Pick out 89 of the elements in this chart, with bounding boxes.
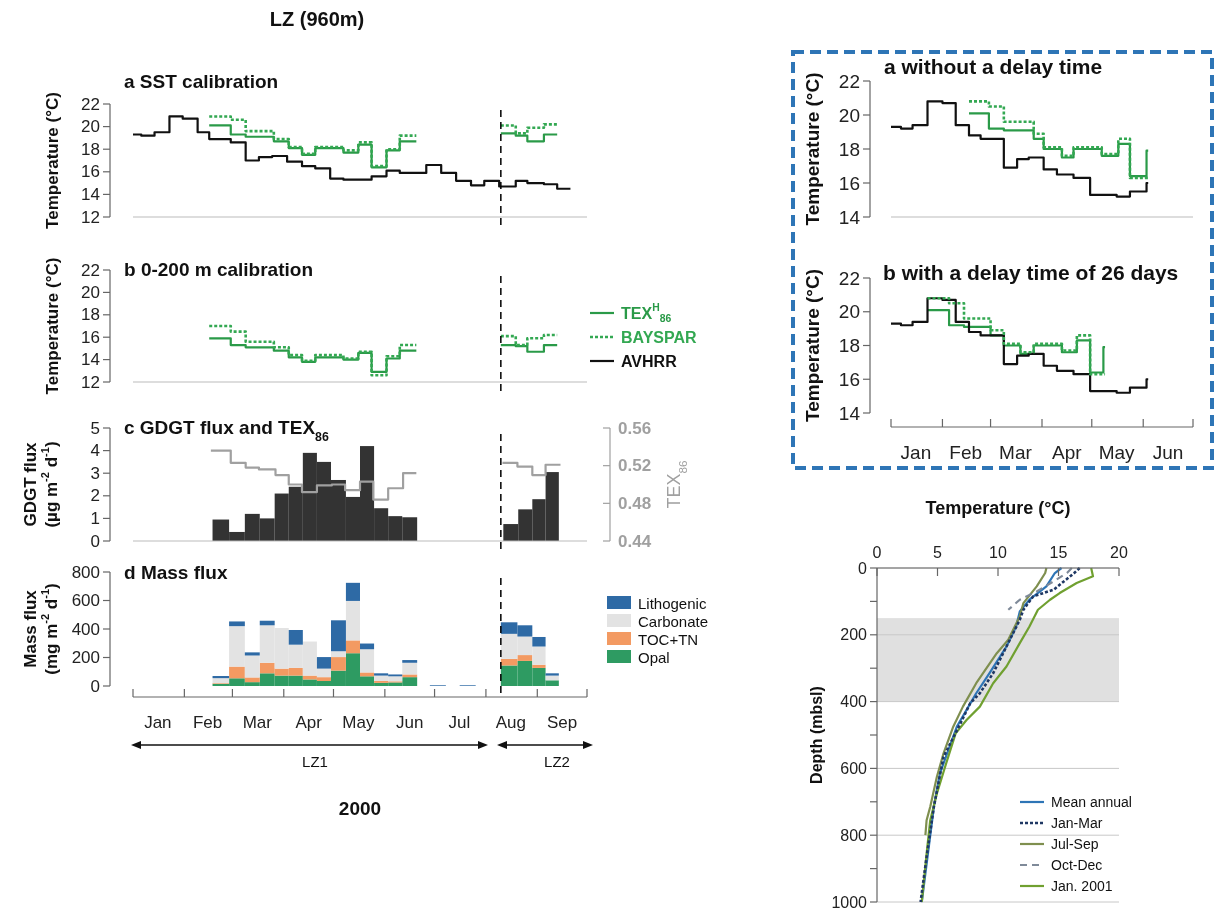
y-tick-label: 20: [81, 282, 100, 302]
y-tick-label: 2: [90, 486, 100, 506]
y-axis-title: Temperature (°C): [801, 72, 823, 226]
x-tick-label: Jul: [448, 712, 471, 732]
text: LZ2: [544, 753, 570, 770]
y-tick-label: 20: [838, 104, 860, 126]
legend-label: AVHRR: [621, 352, 678, 370]
y-tick-label: 22: [838, 267, 860, 289]
x-tick-label: Aug: [495, 712, 526, 732]
legend-label: TOC+TN: [638, 630, 699, 648]
x-tick-label: Jun: [1152, 441, 1184, 463]
y-tick-label: 22: [81, 94, 100, 114]
y-axis-title: Temperature (°C): [42, 92, 62, 229]
y-tick-label: 18: [838, 138, 860, 160]
y2-tick-label: 0.44: [618, 531, 652, 551]
y-tick-label: 12: [81, 207, 100, 227]
y-tick-label: 800: [840, 826, 868, 844]
y-tick-label: 20: [81, 117, 100, 137]
chart-title: b 0-200 m calibration: [124, 259, 314, 280]
legend-label: Jan. 2001: [1051, 878, 1113, 894]
y-tick-label: 16: [838, 368, 860, 390]
y-tick-label: 22: [81, 260, 100, 280]
x-tick-label: 10: [989, 543, 1007, 561]
x-tick-label: Mar: [999, 441, 1033, 463]
x-tick-label: Sep: [547, 712, 578, 732]
legend-label: BAYSPAR: [621, 328, 698, 346]
y-tick-label: 200: [840, 626, 868, 644]
y-axis-title: Depth (mbsl): [807, 686, 825, 784]
x-axis-title: 2000: [338, 798, 382, 819]
legend-label: Mean annual: [1051, 794, 1132, 810]
x-tick-label: 20: [1110, 543, 1128, 561]
x-tick-label: 0: [872, 543, 882, 561]
y2-tick-label: 0.56: [618, 418, 652, 438]
text: LZ1: [302, 753, 328, 770]
y-tick-label: 16: [81, 162, 100, 182]
y-tick-label: 200: [71, 648, 100, 667]
x-tick-label: 15: [1049, 543, 1068, 561]
x-tick-label: May: [1098, 441, 1136, 463]
x-tick-label: Jan: [144, 712, 172, 732]
chart-title: b with a delay time of 26 days: [883, 261, 1179, 284]
y-tick-label: 18: [81, 305, 100, 325]
x-tick-label: Feb: [949, 441, 983, 463]
y-tick-label: 22: [838, 70, 860, 92]
y-tick-label: 0: [90, 676, 100, 696]
legend-label: Oct-Dec: [1051, 857, 1103, 873]
x-tick-label: Jun: [396, 712, 424, 732]
y-tick-label: 800: [71, 562, 100, 582]
y-tick-label: 14: [838, 402, 861, 424]
y-tick-label: 400: [71, 619, 100, 639]
chart-title: a without a delay time: [884, 55, 1103, 78]
y-tick-label: 18: [838, 335, 860, 356]
x-tick-label: Apr: [295, 712, 323, 732]
x-axis-title: Temperature (°C): [925, 498, 1071, 518]
legend-label: Lithogenic: [638, 594, 707, 612]
y-tick-label: 5: [90, 418, 100, 438]
legend-label: Carbonate: [638, 612, 709, 630]
y-tick-label: 4: [90, 441, 100, 461]
chart-title: a SST calibration: [124, 71, 279, 92]
y-tick-label: 14: [838, 206, 861, 228]
x-tick-label: Feb: [192, 712, 223, 732]
y-tick-label: 600: [71, 591, 100, 610]
x-tick-label: Jan: [900, 441, 932, 463]
y-tick-label: 12: [81, 372, 100, 392]
text: LZ (960m): [269, 8, 365, 30]
legend-label: Opal: [638, 648, 670, 666]
x-tick-label: 5: [933, 543, 943, 561]
y-tick-label: 16: [838, 172, 860, 194]
y-axis-title: Temperature (°C): [801, 269, 823, 422]
y-tick-label: 14: [81, 350, 100, 370]
y-tick-label: 3: [90, 463, 100, 483]
y2-tick-label: 0.52: [618, 456, 652, 476]
y-tick-label: 14: [81, 184, 100, 204]
legend-label: Jan-Mar: [1051, 815, 1103, 831]
chart-title: c GDGT flux and TEX$_{86}$: [124, 417, 329, 444]
y-tick-label: 16: [81, 327, 100, 347]
y-axis-title: Temperature (°C): [42, 257, 62, 395]
x-tick-label: Apr: [1052, 441, 1083, 463]
x-tick-label: Mar: [242, 712, 273, 732]
chart-title: d Mass flux: [124, 562, 228, 583]
y-tick-label: 600: [840, 759, 868, 777]
y-tick-label: 18: [81, 139, 100, 159]
y2-tick-label: 0.48: [618, 493, 652, 513]
y-tick-label: 400: [840, 693, 868, 711]
y-tick-label: 20: [838, 301, 860, 323]
y-tick-label: 0: [858, 559, 868, 577]
y-tick-label: 1: [90, 508, 100, 528]
y-tick-label: 1000: [831, 893, 868, 910]
legend-label: Jul-Sep: [1051, 836, 1099, 852]
x-tick-label: May: [342, 712, 375, 732]
